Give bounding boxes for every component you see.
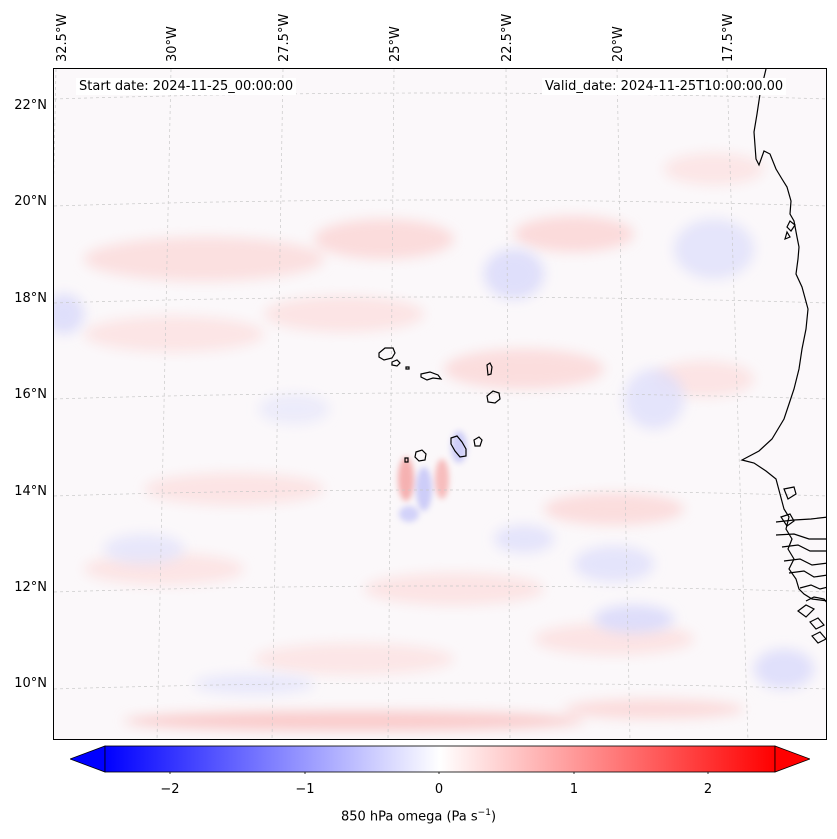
- island-boa-vista: [486, 390, 501, 404]
- lon-label-17-5w: 17.5°W: [721, 13, 736, 62]
- island-brava: [404, 457, 409, 463]
- african-coastline: [740, 69, 826, 644]
- colorbar-gradient: [104, 745, 776, 773]
- island-santiago: [450, 435, 467, 458]
- graticule: [54, 69, 826, 739]
- island-sal: [486, 362, 493, 376]
- colorbar-svg: [68, 745, 812, 776]
- omega-field-map: [54, 69, 826, 739]
- colorbar-label-text: 850 hPa omega (Pa s: [340, 809, 478, 825]
- lat-label-12n: 12°N: [14, 580, 47, 595]
- island-santo-antao: [378, 347, 396, 361]
- lon-label-22-5w: 22.5°W: [500, 13, 515, 62]
- lat-label-20n: 20°N: [14, 194, 47, 209]
- colorbar-extend-low: [68, 745, 106, 773]
- lat-label-14n: 14°N: [14, 484, 47, 499]
- positive-omega-bands: [84, 153, 764, 731]
- lon-label-25w: 25°W: [388, 26, 403, 62]
- start-date-label: Start date: 2024-11-25_00:00:00: [76, 78, 297, 95]
- valid-date-label: Valid_date: 2024-11-25T10:00:00.00: [542, 78, 787, 95]
- lon-label-30w: 30°W: [165, 26, 180, 62]
- colorbar-label-exponent: −1: [477, 808, 491, 818]
- lat-label-22n: 22°N: [14, 98, 47, 113]
- lon-label-32-5w: 32.5°W: [55, 13, 70, 62]
- island-sao-nicolau: [420, 371, 443, 381]
- colorbar: [68, 744, 812, 776]
- island-santa-luzia: [405, 366, 410, 370]
- lat-label-10n: 10°N: [14, 676, 47, 691]
- colorbar-label-close: ): [490, 809, 497, 825]
- cape-verde-islands: [378, 347, 501, 463]
- colorbar-tick-1: 1: [569, 782, 579, 797]
- colorbar-tick-neg1: −1: [295, 782, 315, 797]
- colorbar-tick-0: 0: [434, 782, 444, 797]
- colorbar-label: 850 hPa omega (Pa s−1): [0, 808, 837, 824]
- colorbar-tick-2: 2: [703, 782, 713, 797]
- colorbar-extend-high: [774, 745, 812, 773]
- map-panel[interactable]: [53, 68, 827, 740]
- lon-label-20w: 20°W: [611, 26, 626, 62]
- island-fogo: [414, 449, 427, 462]
- island-wake-dipole: [398, 431, 467, 522]
- lon-label-27-5w: 27.5°W: [277, 13, 292, 62]
- island-sao-vicente: [391, 359, 401, 367]
- negative-omega-patches: [54, 219, 814, 694]
- lat-label-18n: 18°N: [14, 291, 47, 306]
- colorbar-tick-neg2: −2: [160, 782, 180, 797]
- lat-label-16n: 16°N: [14, 387, 47, 402]
- island-maio: [473, 436, 483, 447]
